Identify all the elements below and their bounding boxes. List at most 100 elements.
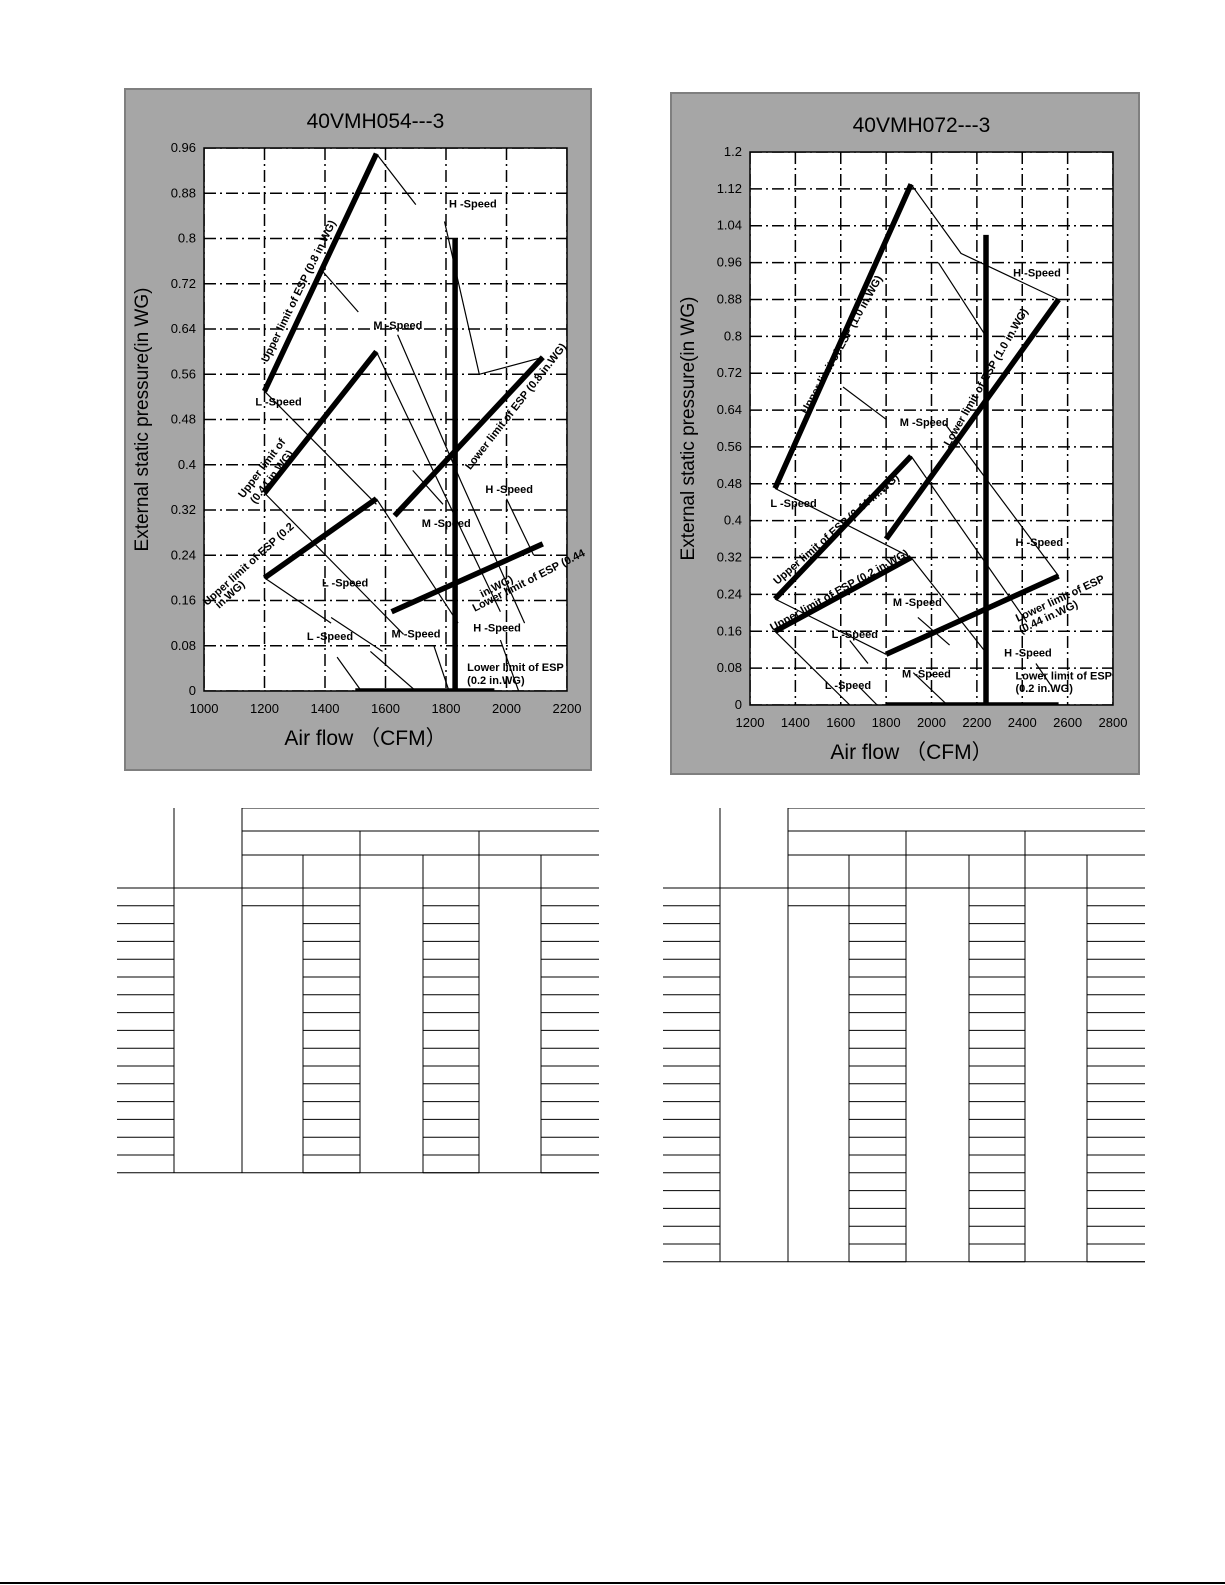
annotation-label: L -Speed bbox=[322, 577, 368, 589]
series-line-0 bbox=[772, 183, 914, 490]
series-line-2 bbox=[262, 496, 378, 581]
series-line-1 bbox=[262, 349, 379, 495]
series-line-20 bbox=[499, 639, 520, 691]
series-line-12 bbox=[944, 423, 1060, 577]
fan-table-right bbox=[663, 808, 1145, 1266]
x-tick-label: 2600 bbox=[1053, 715, 1082, 730]
y-axis-label: External static pressure(in WG) bbox=[678, 297, 699, 561]
annotation-label: M -Speed bbox=[373, 320, 422, 332]
series-line-10 bbox=[264, 390, 377, 505]
y-tick-label: 0.56 bbox=[171, 366, 196, 381]
x-axis-label: Air flow （CFM） bbox=[830, 741, 992, 764]
fan-table-left-grid bbox=[117, 808, 599, 1174]
y-tick-label: 0.24 bbox=[171, 547, 196, 562]
annotation-label: Lower limit of ESP bbox=[467, 662, 564, 674]
annotation-label: L -Speed bbox=[255, 396, 301, 408]
series-line-19 bbox=[858, 686, 878, 705]
y-tick-label: 0.08 bbox=[171, 638, 196, 653]
x-tick-label: 1800 bbox=[872, 715, 901, 730]
y-axis-label: External static pressure(in WG) bbox=[132, 288, 153, 552]
series-line-1 bbox=[773, 454, 914, 601]
annotation-label: H -Speed bbox=[1013, 267, 1061, 279]
x-tick-label: 1400 bbox=[311, 701, 340, 716]
chart-title: 40VMH072---3 bbox=[853, 114, 991, 137]
series-line-10 bbox=[842, 386, 887, 420]
annotation-label: L -Speed bbox=[832, 629, 878, 641]
series-line-4 bbox=[884, 573, 1060, 657]
series-line-13 bbox=[774, 598, 887, 655]
series-line-2 bbox=[773, 555, 913, 634]
series-line-7 bbox=[910, 183, 1059, 301]
annotation-label: H -Speed bbox=[473, 623, 521, 635]
y-tick-label: 0.72 bbox=[171, 276, 196, 291]
series-line-3 bbox=[883, 297, 1061, 541]
annotation-label: H -Speed bbox=[449, 198, 497, 210]
x-tick-label: 2000 bbox=[917, 715, 946, 730]
chart-title: 40VMH054---3 bbox=[307, 110, 445, 133]
annotation-label: M -Speed bbox=[392, 628, 441, 640]
x-tick-label: 2200 bbox=[553, 701, 582, 716]
series-line-8 bbox=[937, 262, 987, 337]
y-tick-label: 0.8 bbox=[178, 231, 196, 246]
series-line-7 bbox=[375, 153, 417, 205]
y-tick-label: 0.8 bbox=[724, 328, 742, 343]
series-line-22 bbox=[505, 498, 535, 556]
chart-40vmh072: 1200 1400 1600 1800 2000 2200 2400 2600 2800 0 0.0… bbox=[670, 92, 1140, 775]
y-tick-label: 0 bbox=[735, 697, 742, 712]
y-tick-label: 0.16 bbox=[717, 623, 742, 638]
series-line-15 bbox=[330, 616, 383, 652]
y-tick-label: 1.2 bbox=[724, 144, 742, 159]
annotation-label: (0.2 in.WG) bbox=[1015, 683, 1073, 695]
series-line-15 bbox=[774, 630, 851, 705]
series-line-3 bbox=[392, 355, 545, 518]
y-tick-label: 1.04 bbox=[717, 218, 742, 233]
y-tick-label: 0.64 bbox=[717, 402, 742, 417]
annotation-label: H -Speed bbox=[1004, 648, 1052, 660]
y-tick-label: 0.64 bbox=[171, 321, 196, 336]
y-tick-label: 0.56 bbox=[717, 439, 742, 454]
y-tick-label: 0.08 bbox=[717, 660, 742, 675]
series-group bbox=[262, 152, 545, 691]
y-tick-label: 0.4 bbox=[178, 457, 196, 472]
y-tick-label: 1.12 bbox=[717, 181, 742, 196]
page-bottom-rule bbox=[0, 1582, 1225, 1584]
x-axis-label: Air flow （CFM） bbox=[284, 727, 446, 750]
fan-table-right-grid bbox=[663, 808, 1145, 1263]
annotation-label: M -Speed bbox=[422, 518, 471, 530]
series-line-14 bbox=[264, 577, 332, 624]
x-tick-label: 2000 bbox=[492, 701, 521, 716]
series-line-18 bbox=[917, 616, 950, 646]
annotation-label: L -Speed bbox=[770, 498, 816, 510]
series-group bbox=[772, 183, 1061, 705]
series-line-9 bbox=[774, 487, 912, 559]
y-tick-label: 0.72 bbox=[717, 365, 742, 380]
annotation-label: M -Speed bbox=[902, 668, 951, 680]
x-tick-label: 1600 bbox=[826, 715, 855, 730]
series-line-11 bbox=[375, 351, 501, 613]
y-tick-label: 0.24 bbox=[717, 586, 742, 601]
annotation-label: L -Speed bbox=[825, 680, 871, 692]
series-line-18 bbox=[370, 650, 417, 691]
annotation-label: Lower limit of ESP bbox=[1015, 671, 1112, 683]
series-line-20 bbox=[1035, 663, 1053, 687]
x-tick-label: 1800 bbox=[432, 701, 461, 716]
fan-table-left bbox=[117, 808, 599, 1176]
chart-40vmh054: 1000 1200 1400 1600 1800 2000 2200 0 0.08 0.16 0.2… bbox=[124, 88, 592, 771]
series-line-4 bbox=[390, 541, 544, 615]
annotation-label: H -Speed bbox=[1015, 537, 1063, 549]
x-tick-label: 2800 bbox=[1099, 715, 1128, 730]
annotation-label: H -Speed bbox=[485, 484, 533, 496]
x-tick-label: 1200 bbox=[736, 715, 765, 730]
y-tick-label: 0.32 bbox=[717, 550, 742, 565]
series-line-16 bbox=[375, 498, 459, 624]
y-tick-label: 0.88 bbox=[717, 291, 742, 306]
x-tick-label: 1200 bbox=[250, 701, 279, 716]
y-tick-label: 0.96 bbox=[717, 255, 742, 270]
y-tick-label: 0.96 bbox=[171, 140, 196, 155]
x-tick-label: 1000 bbox=[190, 701, 219, 716]
series-line-17 bbox=[412, 470, 444, 505]
series-line-9 bbox=[323, 272, 359, 313]
chart-panel-right: 1200 1400 1600 1800 2000 2200 2400 2600 2800 0 0.0… bbox=[670, 92, 1140, 775]
series-line-11 bbox=[910, 455, 1028, 623]
annotation-label: (0.2 in.WG) bbox=[467, 675, 525, 687]
